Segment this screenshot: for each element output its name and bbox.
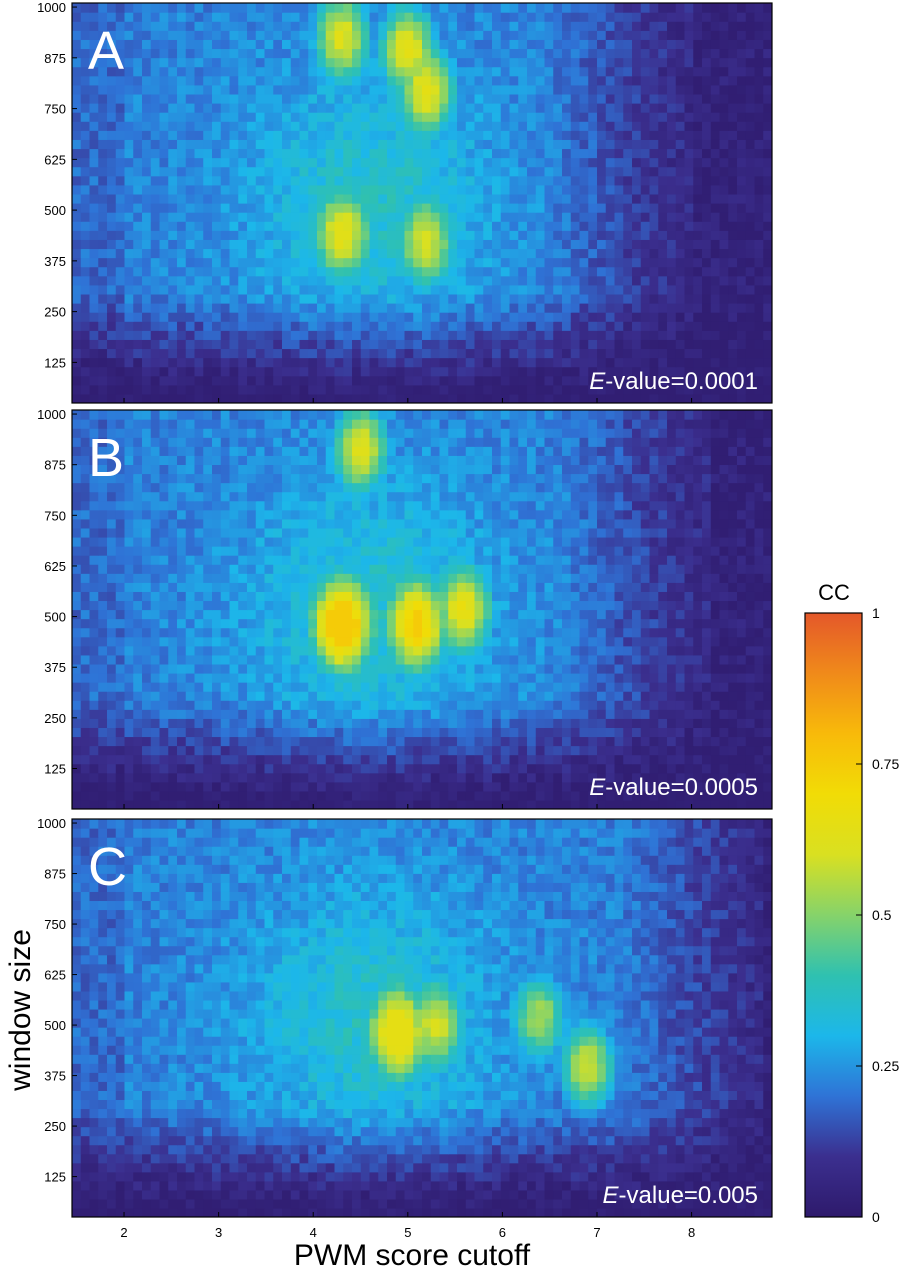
y-tick-label: 375 xyxy=(44,1069,66,1084)
x-tick-label: 4 xyxy=(310,1225,317,1240)
panel-label: C xyxy=(88,837,127,897)
y-tick-label: 375 xyxy=(44,660,66,675)
y-tick-label: 1000 xyxy=(37,816,66,831)
colorbar-tick-label: 0 xyxy=(872,1209,880,1225)
colorbar-tick-label: 0.5 xyxy=(872,907,892,923)
y-tick-label: 375 xyxy=(44,254,66,269)
heatmap-cells xyxy=(72,3,773,404)
y-axis-label: window size xyxy=(4,929,37,1092)
y-tick-label: 875 xyxy=(44,867,66,882)
y-tick-label: 125 xyxy=(44,355,66,370)
y-tick-label: 500 xyxy=(44,203,66,218)
evalue-annotation: E-value=0.005 xyxy=(603,1182,758,1209)
y-tick-label: 250 xyxy=(44,1119,66,1134)
x-tick-label: 7 xyxy=(593,1225,600,1240)
x-tick-label: 3 xyxy=(215,1225,222,1240)
y-tick-label: 625 xyxy=(44,968,66,983)
y-tick-label: 750 xyxy=(44,102,66,117)
y-tick-label: 500 xyxy=(44,1018,66,1033)
x-tick-label: 5 xyxy=(404,1225,411,1240)
y-tick-label: 625 xyxy=(44,559,66,574)
y-tick-label: 875 xyxy=(44,51,66,66)
heatmap-cells xyxy=(72,819,773,1218)
y-tick-label: 1000 xyxy=(37,0,66,15)
heatmap-cells xyxy=(72,410,773,810)
panel-b: 125 250 375 500 625 750 875 1000 B E-value=0.0005 xyxy=(37,407,773,810)
colorbar-tick-label: 0.25 xyxy=(872,1058,899,1074)
panel-c: 125 250 375 500 625 750 875 1000 2 3 4 5 6 7 8 C E-value… xyxy=(37,816,773,1240)
y-tick-label: 750 xyxy=(44,917,66,932)
y-tick-label: 750 xyxy=(44,508,66,523)
y-tick-label: 875 xyxy=(44,458,66,473)
colorbar-tick-label: 1 xyxy=(872,605,880,621)
colorbar-title: CC xyxy=(818,580,850,605)
panel-a: 125 250 375 500 625 750 875 1000 A E-value=0.0001 xyxy=(37,0,773,404)
x-tick-label: 2 xyxy=(120,1225,127,1240)
y-tick-label: 125 xyxy=(44,1170,66,1185)
x-tick-label: 8 xyxy=(688,1225,695,1240)
x-axis-label: PWM score cutoff xyxy=(294,1239,531,1272)
panel-label: B xyxy=(88,428,124,488)
colorbar-tick-label: 0.75 xyxy=(872,756,899,772)
y-tick-label: 500 xyxy=(44,610,66,625)
y-tick-label: 625 xyxy=(44,152,66,167)
x-tick-label: 6 xyxy=(499,1225,506,1240)
y-tick-label: 250 xyxy=(44,711,66,726)
y-tick-label: 125 xyxy=(44,761,66,776)
panel-label: A xyxy=(88,21,124,81)
evalue-annotation: E-value=0.0001 xyxy=(589,368,758,395)
y-tick-label: 250 xyxy=(44,305,66,320)
colorbar xyxy=(805,613,862,1217)
y-tick-label: 1000 xyxy=(37,407,66,422)
evalue-annotation: E-value=0.0005 xyxy=(589,774,758,801)
